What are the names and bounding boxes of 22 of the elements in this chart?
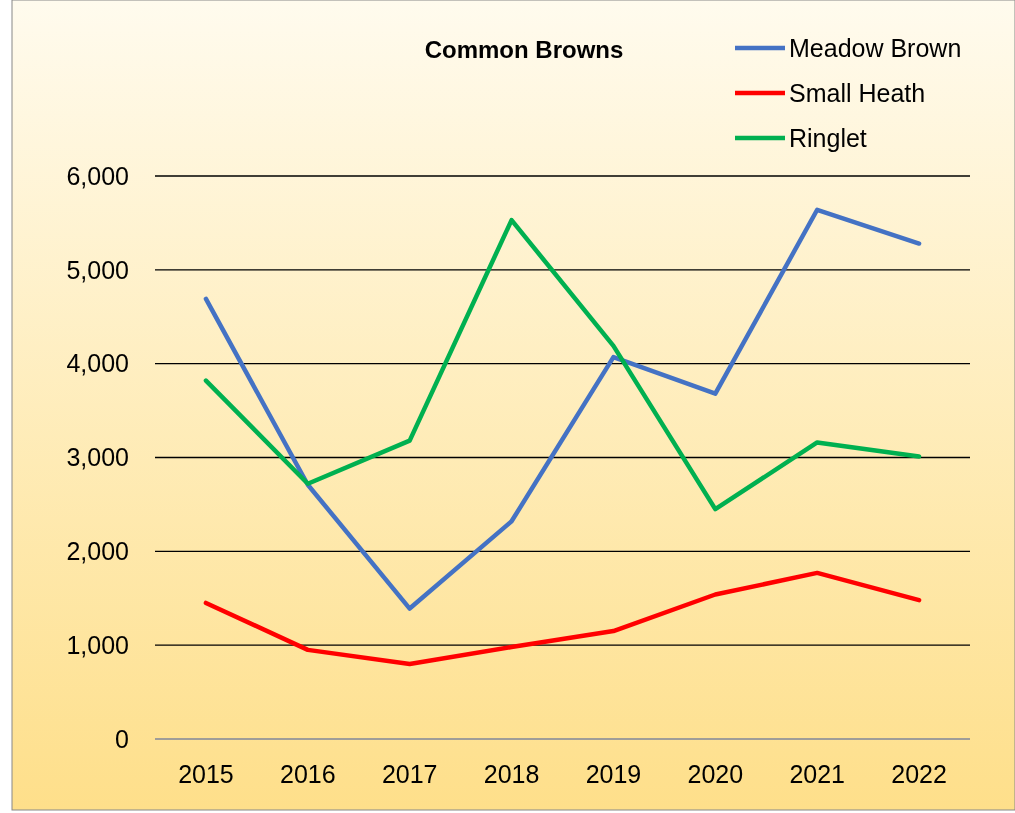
x-tick-label: 2019 [585, 760, 642, 788]
x-tick-label: 2015 [178, 760, 234, 788]
y-tick-label: 3,000 [66, 443, 129, 472]
line-series [203, 207, 922, 611]
x-tick-label: 2016 [280, 760, 336, 788]
y-tick-label: 4,000 [66, 349, 129, 378]
line-series [203, 570, 922, 667]
y-tick-label: 1,000 [66, 630, 129, 659]
y-tick-label: 2,000 [66, 537, 129, 566]
line-series [203, 217, 922, 512]
x-tick-label: 2020 [687, 760, 744, 788]
y-tick-label: 0 [115, 724, 129, 753]
x-tick-label: 2021 [789, 760, 845, 788]
legend-label: Small Heath [789, 78, 926, 107]
chart-title: Common Browns [424, 36, 624, 63]
x-tick-label: 2017 [381, 760, 438, 788]
legend-label: Meadow Brown [789, 33, 962, 62]
y-tick-label: 5,000 [66, 255, 129, 284]
x-tick-label: 2022 [891, 760, 947, 788]
x-tick-label: 2018 [483, 760, 540, 788]
legend-label: Ringlet [789, 123, 867, 152]
y-tick-label: 6,000 [66, 161, 129, 190]
